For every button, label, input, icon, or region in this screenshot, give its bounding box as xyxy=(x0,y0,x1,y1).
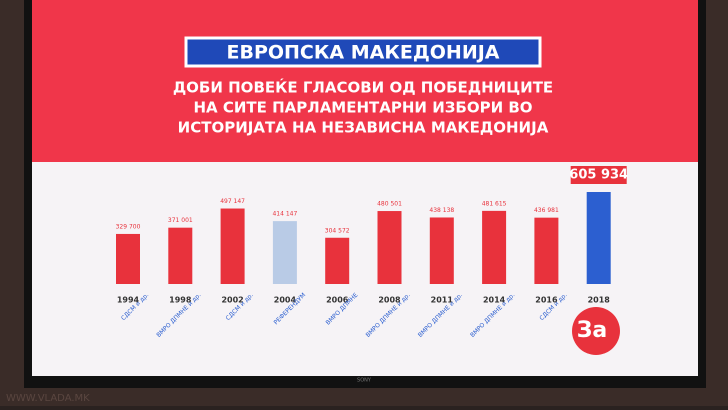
brand: SONY xyxy=(357,378,372,384)
value-label: 605 934 xyxy=(569,168,628,183)
x-tick-label: 1994 xyxy=(117,296,140,305)
x-tick-label: 2014 xyxy=(483,296,506,305)
subtitle: ИСТОРИЈАТА НА НЕЗАВИСНА МАКЕДОНИЈА xyxy=(178,119,549,137)
value-label-box xyxy=(570,166,627,184)
bar xyxy=(482,210,507,284)
logo xyxy=(572,307,620,355)
bar xyxy=(168,227,193,284)
value-label: 304 572 xyxy=(325,227,350,234)
bar xyxy=(534,217,559,284)
value-label: 414 147 xyxy=(272,211,297,218)
bar xyxy=(325,237,350,284)
value-label: 371 001 xyxy=(168,217,193,224)
x-tick-label: 1998 xyxy=(169,296,192,305)
bar xyxy=(429,217,454,284)
x-tick-label: 2011 xyxy=(431,296,454,305)
value-label: 436 981 xyxy=(534,207,559,214)
x-tick-label: 2008 xyxy=(378,296,401,305)
bar xyxy=(377,211,402,284)
bar xyxy=(116,233,140,284)
screen-header xyxy=(32,0,698,162)
bar xyxy=(220,208,245,284)
bar xyxy=(272,221,297,284)
value-label: 481 615 xyxy=(482,200,507,207)
subtitle: ДОБИ ПОВЕЌЕ ГЛАСОВИ ОД ПОБЕДНИЦИТЕ xyxy=(173,78,553,97)
subtitle: НА СИТЕ ПАРЛАМЕНТАРНИ ИЗБОРИ ВО xyxy=(193,99,532,117)
x-tick-label: 2002 xyxy=(221,296,243,305)
title-box xyxy=(184,36,542,68)
x-tick-label: 2018 xyxy=(588,296,611,305)
x-tick-label: 2004 xyxy=(274,296,297,305)
bar xyxy=(586,192,611,284)
value-label: 438 138 xyxy=(429,207,454,214)
x-tick-label: 2016 xyxy=(535,296,558,305)
chart-title: ЕВРОПСКА МАКЕДОНИЈА xyxy=(226,42,499,64)
x-tick-label: 2006 xyxy=(326,296,349,305)
value-label: 329 700 xyxy=(116,223,141,230)
value-label: 480 501 xyxy=(377,201,402,208)
value-label: 497 147 xyxy=(220,198,245,205)
watermark: WWW.VLADA.MK xyxy=(6,393,90,404)
logo-text: За xyxy=(577,318,607,343)
